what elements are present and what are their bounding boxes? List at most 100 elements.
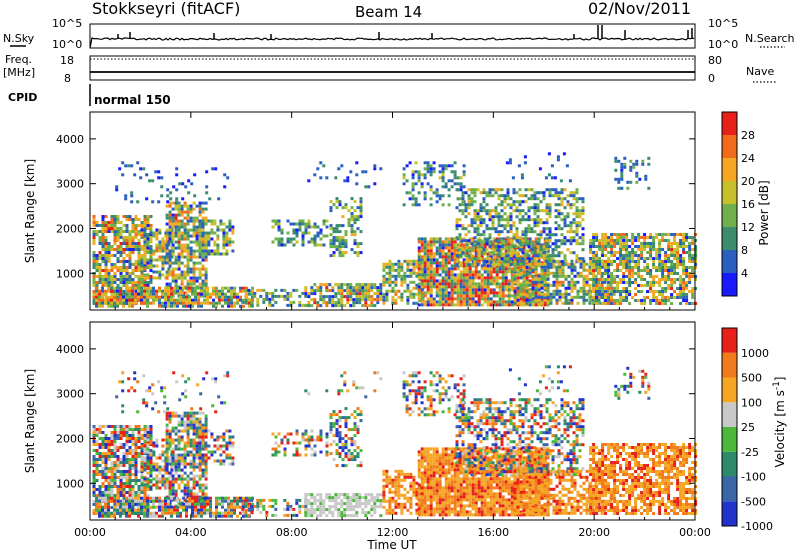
heatmap-cell — [183, 249, 187, 253]
heatmap-cell — [174, 222, 178, 226]
heatmap-cell — [531, 280, 535, 284]
heatmap-cell — [501, 264, 505, 268]
heatmap-cell — [385, 295, 389, 299]
heatmap-cell — [652, 278, 656, 281]
heatmap-cell — [447, 203, 451, 207]
heatmap-cell — [171, 201, 175, 205]
heatmap-cell — [186, 216, 190, 220]
heatmap-cell — [462, 291, 466, 295]
heatmap-cell — [355, 289, 359, 293]
heatmap-cell — [554, 239, 558, 243]
heatmap-cell — [492, 276, 496, 280]
heatmap-cell — [510, 237, 514, 241]
heatmap-cell — [435, 267, 439, 271]
heatmap-cell — [598, 257, 602, 260]
heatmap-cell — [600, 283, 604, 287]
heatmap-cell — [546, 255, 550, 259]
heatmap-cell — [548, 245, 552, 249]
heatmap-cell — [521, 251, 525, 255]
nave-tick-bottom: 0 — [708, 72, 715, 85]
heatmap-cell — [183, 270, 187, 274]
heatmap-cell — [458, 242, 462, 246]
heatmap-cell — [585, 283, 589, 287]
heatmap-cell — [629, 180, 633, 184]
heatmap-cell — [92, 263, 96, 266]
heatmap-cell — [119, 275, 123, 278]
heatmap-cell — [435, 258, 439, 262]
heatmap-cell — [192, 216, 196, 220]
heatmap-cell — [313, 298, 317, 302]
heatmap-cell — [101, 260, 105, 263]
heatmap-cell — [107, 301, 110, 305]
heatmap-cell — [527, 215, 531, 219]
heatmap-cell — [125, 239, 129, 242]
heatmap-cell — [557, 227, 561, 231]
heatmap-cell — [364, 289, 368, 293]
heatmap-cell — [116, 488, 120, 491]
heatmap-cell — [212, 292, 215, 296]
heatmap-cell — [423, 194, 427, 198]
heatmap-cell — [468, 303, 472, 307]
heatmap-cell — [119, 289, 122, 293]
heatmap-cell — [119, 503, 123, 506]
heatmap-cell — [110, 443, 114, 446]
heatmap-cell — [146, 438, 150, 442]
heatmap-cell — [537, 259, 541, 263]
heatmap-cell — [192, 228, 196, 232]
heatmap-cell — [143, 483, 147, 487]
heatmap-cell — [462, 288, 466, 292]
heatmap-cell — [158, 286, 161, 290]
heatmap-cell — [453, 282, 457, 286]
heatmap-cell — [177, 261, 181, 265]
heatmap-cell — [177, 204, 181, 208]
heatmap-cell — [569, 230, 573, 234]
heatmap-cell — [676, 233, 680, 236]
heatmap-cell — [610, 281, 614, 284]
heatmap-cell — [242, 304, 245, 308]
heatmap-cell — [515, 227, 519, 231]
heatmap-cell — [400, 268, 404, 272]
heatmap-cell — [131, 284, 135, 287]
heatmap-cell — [569, 224, 573, 228]
beam-title: Beam 14 — [355, 3, 422, 21]
heatmap-cell — [450, 273, 454, 277]
heatmap-cell — [355, 173, 359, 177]
heatmap-cell — [598, 272, 602, 275]
heatmap-cell — [154, 170, 158, 174]
heatmap-cell — [470, 203, 474, 207]
heatmap-cell — [280, 294, 284, 298]
heatmap-cell — [101, 440, 105, 443]
heatmap-cell — [391, 289, 395, 293]
heatmap-cell — [166, 188, 170, 192]
heatmap-cell — [382, 292, 386, 296]
heatmap-cell — [486, 252, 490, 256]
heatmap-cell — [494, 251, 498, 255]
heatmap-cell — [616, 242, 620, 245]
heatmap-cell — [155, 276, 159, 280]
heatmap-cell — [98, 275, 102, 278]
heatmap-cell — [140, 292, 143, 296]
heatmap-cell — [355, 283, 359, 287]
heatmap-cell — [509, 203, 513, 207]
heatmap-cell — [92, 302, 96, 305]
heatmap-cell — [570, 280, 574, 284]
heatmap-cell — [569, 242, 573, 246]
heatmap-cell — [543, 274, 547, 278]
heatmap-cell — [195, 237, 199, 241]
heatmap-cell — [107, 455, 111, 458]
heatmap-cell — [168, 222, 172, 226]
heatmap-cell — [403, 259, 407, 263]
heatmap-cell — [180, 234, 184, 238]
heatmap-cell — [206, 298, 209, 302]
heatmap-cell — [417, 240, 421, 244]
heatmap-cell — [128, 242, 132, 245]
heatmap-cell — [694, 266, 698, 269]
heatmap-cell — [134, 455, 138, 458]
heatmap-cell — [528, 300, 532, 304]
heatmap-cell — [543, 286, 547, 290]
heatmap-cell — [634, 236, 638, 239]
colorbar-segment — [722, 112, 737, 135]
heatmap-cell — [470, 191, 474, 195]
heatmap-cell — [225, 240, 229, 244]
heatmap-cell — [429, 197, 433, 201]
